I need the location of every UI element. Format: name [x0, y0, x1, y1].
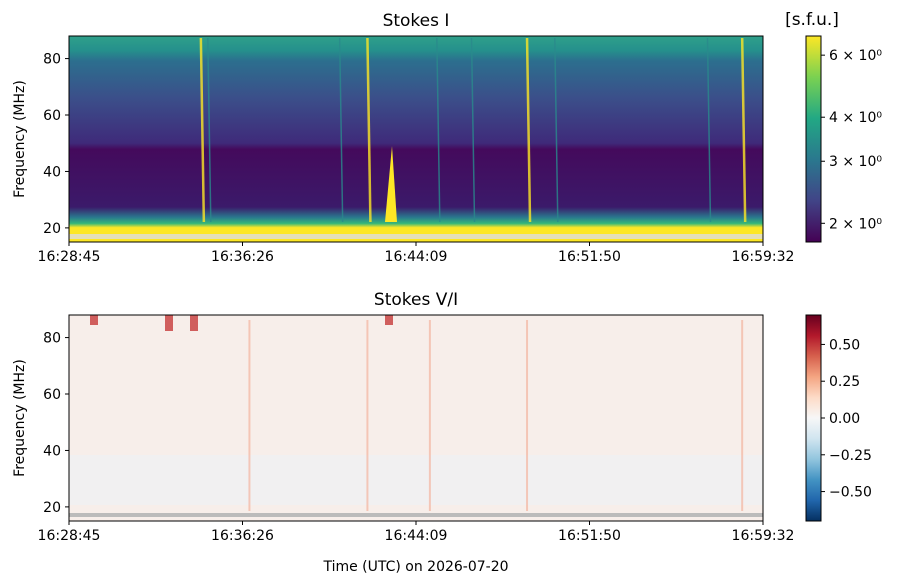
chart-title: Stokes V/I	[374, 290, 458, 310]
burst	[199, 37, 206, 223]
x-tick-label: 16:51:50	[558, 249, 621, 265]
chart-title: Stokes I	[383, 11, 450, 31]
colorbar-tick-label: −0.50	[829, 485, 872, 501]
burst	[554, 37, 559, 223]
y-tick-label: 40	[43, 164, 61, 180]
burst	[338, 37, 344, 223]
spectrogram	[69, 36, 763, 242]
burst	[436, 37, 441, 223]
spectrogram-low	[69, 455, 763, 505]
burst	[470, 37, 476, 223]
y-tick-label: 80	[43, 52, 61, 68]
x-tick-label: 16:28:45	[38, 249, 101, 265]
y-tick-label: 20	[43, 221, 61, 237]
burst	[740, 37, 747, 223]
burst	[385, 146, 397, 222]
burst	[385, 315, 393, 325]
y-tick-label: 20	[43, 500, 61, 516]
colorbar-tick-label: 6 × 10⁰	[829, 48, 882, 64]
colorbar-tick-label: 0.00	[829, 411, 860, 427]
colorbar-tick-label: 4 × 10⁰	[829, 110, 882, 126]
x-tick-label: 16:59:32	[732, 528, 795, 544]
x-tick-label: 16:44:09	[385, 249, 448, 265]
x-axis-label: Time (UTC) on 2026-07-20	[322, 559, 508, 575]
x-tick-label: 16:36:26	[211, 528, 274, 544]
colorbar-tick-label: 2 × 10⁰	[829, 216, 882, 232]
colorbar-label: [s.f.u.]	[785, 10, 839, 30]
band	[69, 513, 763, 517]
burst	[366, 37, 372, 223]
colorbar-tick-label: 0.50	[829, 337, 860, 353]
colorbar-tick-label: 3 × 10⁰	[829, 154, 882, 170]
x-tick-label: 16:51:50	[558, 528, 621, 544]
burst	[207, 37, 212, 223]
y-tick-label: 80	[43, 331, 61, 347]
burst	[190, 315, 198, 331]
burst	[165, 315, 173, 331]
y-axis-label: Frequency (MHz)	[12, 80, 28, 198]
y-tick-label: 60	[43, 108, 61, 124]
burst	[706, 37, 712, 223]
x-tick-label: 16:59:32	[732, 249, 795, 265]
colorbar	[805, 314, 822, 522]
x-tick-label: 16:44:09	[385, 528, 448, 544]
band	[69, 234, 763, 239]
x-tick-label: 16:28:45	[38, 528, 101, 544]
y-tick-label: 40	[43, 443, 61, 459]
colorbar-tick-label: −0.25	[829, 448, 872, 464]
y-tick-label: 60	[43, 387, 61, 403]
burst	[525, 37, 532, 223]
burst	[90, 315, 98, 325]
x-tick-label: 16:36:26	[211, 249, 274, 265]
y-axis-label: Frequency (MHz)	[12, 359, 28, 477]
colorbar-tick-label: 0.25	[829, 374, 860, 390]
colorbar	[805, 35, 822, 243]
